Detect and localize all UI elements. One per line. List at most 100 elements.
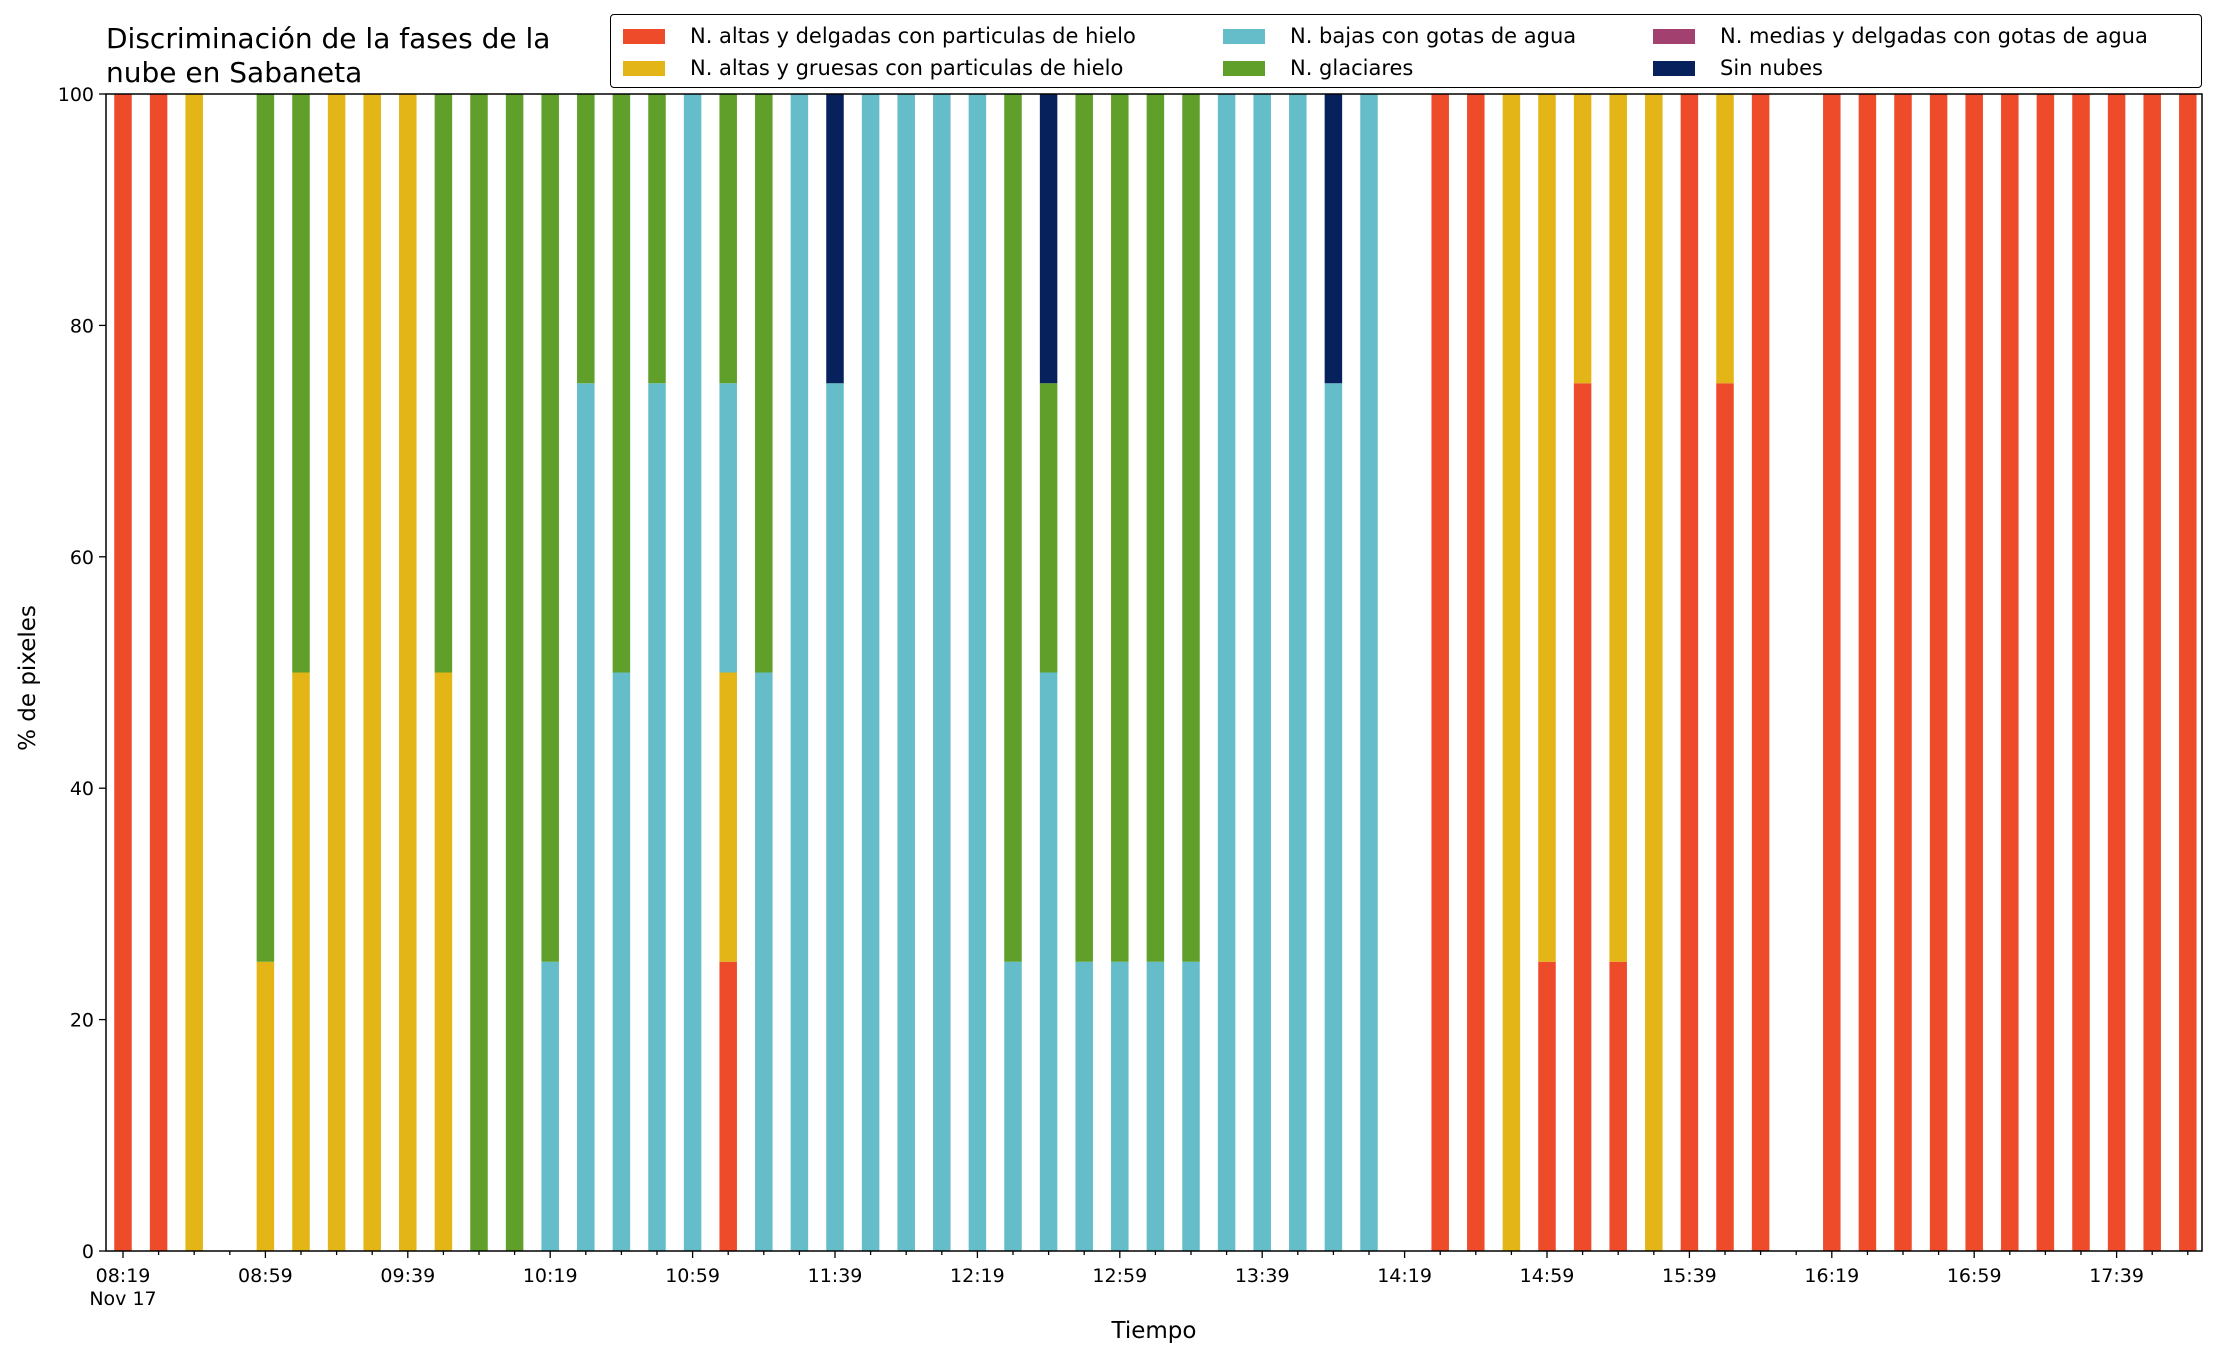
bar-segment <box>434 672 453 1251</box>
bar-segment <box>790 94 809 1251</box>
bar-segment <box>1894 94 1912 1251</box>
legend-swatch <box>623 60 665 76</box>
bar-segment <box>719 94 737 384</box>
bar-segment <box>755 94 773 673</box>
bar-segment <box>470 94 488 1251</box>
bar-segment <box>1146 961 1165 1251</box>
bar-segment <box>1538 961 1556 1251</box>
bar-segment <box>1324 94 1343 384</box>
bar-segment <box>861 94 880 1251</box>
bar-segment <box>1751 94 1770 1251</box>
bar-segment <box>719 672 737 962</box>
legend-label: N. altas y gruesas con particulas de hie… <box>690 56 1124 80</box>
bar-segment <box>933 94 951 1251</box>
bar-segment <box>648 94 666 384</box>
bar-segment <box>683 94 702 1251</box>
bar-segment <box>399 94 417 1251</box>
bar-segment <box>1360 94 1378 1251</box>
bar-segment <box>1609 94 1627 962</box>
bar-segment <box>1609 961 1627 1251</box>
y-tick-label: 0 <box>82 1241 94 1263</box>
bar-segment <box>968 94 987 1251</box>
legend-item-bajas: N. bajas con gotas de agua <box>1223 21 1576 51</box>
bar-segment <box>1182 94 1200 962</box>
bar-segment <box>2036 94 2055 1251</box>
x-axis-label: Tiempo <box>1111 1318 1197 1344</box>
bar-segment <box>1716 383 1734 1251</box>
bar-segment <box>1431 94 1449 1251</box>
bar-segment <box>1716 94 1734 384</box>
bar-segment <box>1075 94 1093 962</box>
bar-segment <box>826 94 844 384</box>
bar-segment <box>1004 94 1022 962</box>
plot-frame <box>105 93 2203 1252</box>
bars-group <box>114 94 2197 1251</box>
y-tick-label: 40 <box>70 778 94 800</box>
bar-segment <box>292 94 310 673</box>
x-tick-label: 15:39 <box>1662 1265 1717 1287</box>
bar-segment <box>719 961 737 1251</box>
y-axis-label: % de pixeles <box>15 605 41 751</box>
bar-segment <box>1182 961 1200 1251</box>
bar-segment <box>541 961 559 1251</box>
x-tick-label: 16:19 <box>1804 1265 1859 1287</box>
bar-segment <box>648 383 666 1251</box>
legend-label: N. bajas con gotas de agua <box>1290 24 1577 48</box>
bar-segment <box>2143 94 2161 1251</box>
x-tick-label: Nov 17 <box>89 1288 156 1310</box>
bar-segment <box>1502 94 1521 1251</box>
bar-segment <box>2072 94 2090 1251</box>
bar-segment <box>577 383 595 1251</box>
bar-segment <box>1253 94 1271 1251</box>
bar-segment <box>1039 383 1058 673</box>
y-tick-label: 80 <box>70 315 94 337</box>
x-tick-label: 14:59 <box>1520 1265 1575 1287</box>
bar-segment <box>1858 94 1877 1251</box>
bar-segment <box>897 94 915 1251</box>
legend-item-sin-nubes: Sin nubes <box>1653 53 1823 83</box>
bar-segment <box>577 94 595 384</box>
bar-segment <box>292 672 310 1251</box>
legend-swatch <box>623 28 665 44</box>
bar-segment <box>256 94 275 962</box>
bar-segment <box>1538 94 1556 962</box>
bar-segment <box>149 94 168 1251</box>
bar-segment <box>1217 94 1236 1251</box>
legend-item-medias: N. medias y delgadas con gotas de agua <box>1653 21 2148 51</box>
x-tick-label: 08:59 <box>238 1265 293 1287</box>
legend-item-altas-gruesas: N. altas y gruesas con particulas de hie… <box>623 53 1123 83</box>
bar-segment <box>505 94 524 1251</box>
x-tick-label: 16:59 <box>1947 1265 2002 1287</box>
bar-segment <box>1289 94 1307 1251</box>
bar-segment <box>185 94 203 1251</box>
legend-item-glaciares: N. glaciares <box>1223 53 1413 83</box>
bar-segment <box>2001 94 2019 1251</box>
bar-segment <box>719 383 737 673</box>
bar-segment <box>327 94 346 1251</box>
bar-segment <box>2107 94 2126 1251</box>
x-tick-label: 09:39 <box>380 1265 435 1287</box>
x-tick-label: 17:39 <box>2089 1265 2144 1287</box>
legend-label: N. glaciares <box>1290 56 1414 80</box>
bar-segment <box>363 94 381 1251</box>
bar-segment <box>2179 94 2197 1251</box>
bar-segment <box>1645 94 1663 1251</box>
bar-segment <box>826 383 844 1251</box>
legend-label: N. medias y delgadas con gotas de agua <box>1720 24 2148 48</box>
bar-segment <box>1111 94 1129 962</box>
bar-segment <box>1039 672 1058 1251</box>
legend-swatch <box>1223 28 1265 44</box>
bar-segment <box>1111 961 1129 1251</box>
bar-segment <box>541 94 559 962</box>
legend-label: Sin nubes <box>1720 56 1823 80</box>
legend-swatch <box>1653 60 1695 76</box>
chart-title: Discriminación de la fases de la nube en… <box>106 22 551 89</box>
bar-segment <box>1146 94 1165 962</box>
y-tick-label: 20 <box>70 1010 94 1032</box>
bar-segment <box>114 94 132 1251</box>
x-tick-label: 10:59 <box>665 1265 720 1287</box>
legend-label: N. altas y delgadas con particulas de hi… <box>690 24 1136 48</box>
bar-segment <box>1929 94 1948 1251</box>
x-tick-label: 12:59 <box>1092 1265 1147 1287</box>
x-tick-label: 10:19 <box>523 1265 578 1287</box>
